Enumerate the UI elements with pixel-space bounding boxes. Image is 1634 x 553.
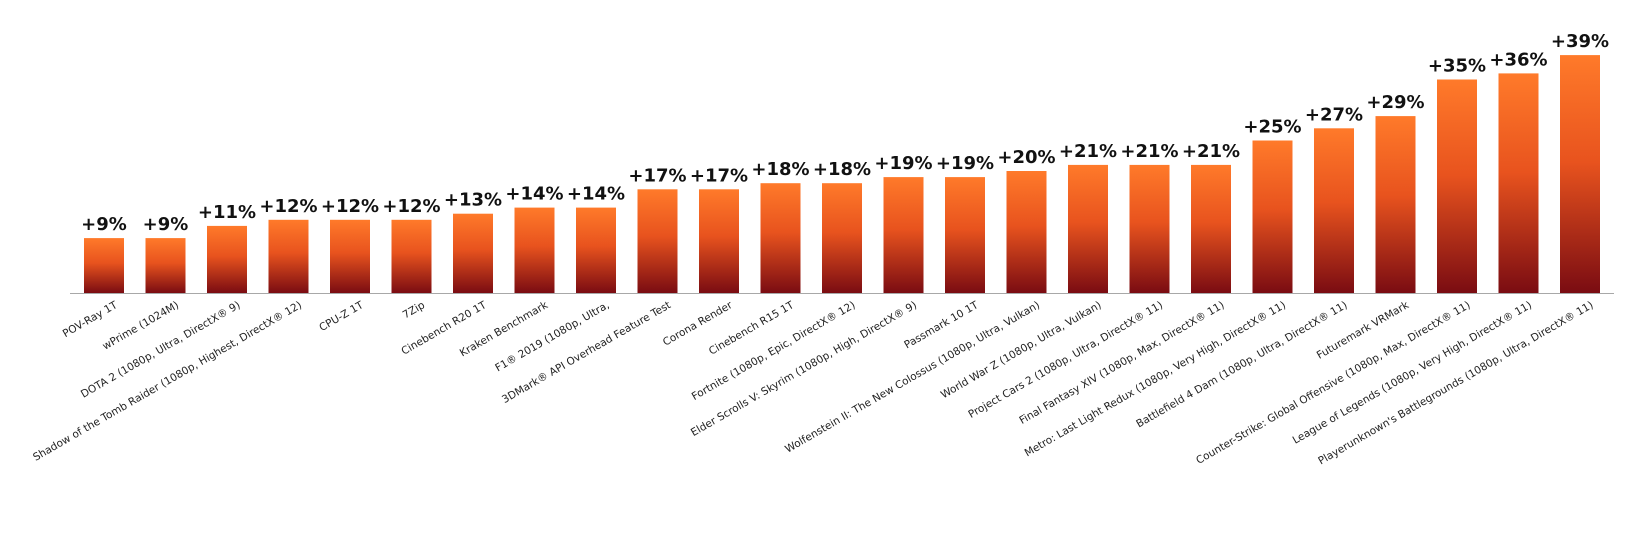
x-tick-label: CPU-Z 1T (317, 299, 366, 334)
bar (945, 177, 985, 293)
x-tick-label: Playerunknown's Battlegrounds (1080p, Ul… (1316, 299, 1595, 467)
bar (699, 189, 739, 293)
data-label: +27% (1305, 104, 1363, 125)
bar (1191, 164, 1231, 293)
x-tick-label: POV-Ray 1T (61, 299, 120, 340)
bar (330, 219, 370, 293)
bars-group (84, 55, 1600, 294)
data-label: +14% (505, 184, 563, 205)
data-label: +21% (1182, 141, 1240, 162)
data-label: +11% (198, 202, 256, 223)
bar (1437, 79, 1477, 293)
data-label: +39% (1551, 31, 1609, 52)
x-tick-label: F1® 2019 (1080p, Ultra, (493, 299, 611, 374)
data-label: +12% (382, 196, 440, 217)
bar (1375, 116, 1416, 293)
bar (268, 219, 309, 293)
x-tick-label: 7Zip (401, 299, 428, 321)
data-label: +19% (936, 153, 994, 174)
data-label: +18% (813, 159, 871, 180)
data-label: +17% (690, 165, 748, 186)
bar (1068, 164, 1108, 293)
bar (1129, 164, 1170, 293)
bar (1314, 128, 1354, 293)
bar (637, 189, 678, 293)
bar (207, 225, 247, 293)
data-label: +25% (1243, 117, 1301, 138)
bar (453, 213, 493, 293)
data-label: +20% (997, 147, 1055, 168)
data-label: +13% (444, 190, 502, 211)
data-label: +36% (1489, 49, 1547, 70)
data-label: +21% (1059, 141, 1117, 162)
bar (1006, 171, 1047, 293)
data-label: +12% (259, 196, 317, 217)
bar (822, 183, 862, 293)
data-label: +17% (628, 165, 686, 186)
data-label: +19% (874, 153, 932, 174)
bar (883, 177, 924, 293)
data-label: +12% (321, 196, 379, 217)
x-tick-label: Counter-Strike: Global Offensive (1080p,… (1194, 299, 1472, 467)
value-labels-group: +9% +9%+11% +12% +12% +12% +13% +14% +14%+17% +1… (81, 31, 1609, 235)
bar (145, 238, 186, 293)
bar (391, 219, 432, 293)
data-label: +29% (1366, 92, 1424, 113)
bar (514, 207, 555, 293)
bar (576, 207, 616, 293)
data-label: +14% (567, 184, 625, 205)
x-tick-label: Elder Scrolls V: Skyrim (1080p, High, Di… (689, 299, 919, 439)
bar (1560, 55, 1600, 293)
data-label: +9% (143, 214, 189, 235)
data-label: +21% (1120, 141, 1178, 162)
bar (760, 183, 801, 293)
data-label: +9% (81, 214, 127, 235)
bar (1498, 73, 1539, 294)
data-label: +18% (751, 159, 809, 180)
bar (84, 238, 124, 293)
data-label: +35% (1428, 56, 1486, 77)
bar (1252, 140, 1293, 293)
